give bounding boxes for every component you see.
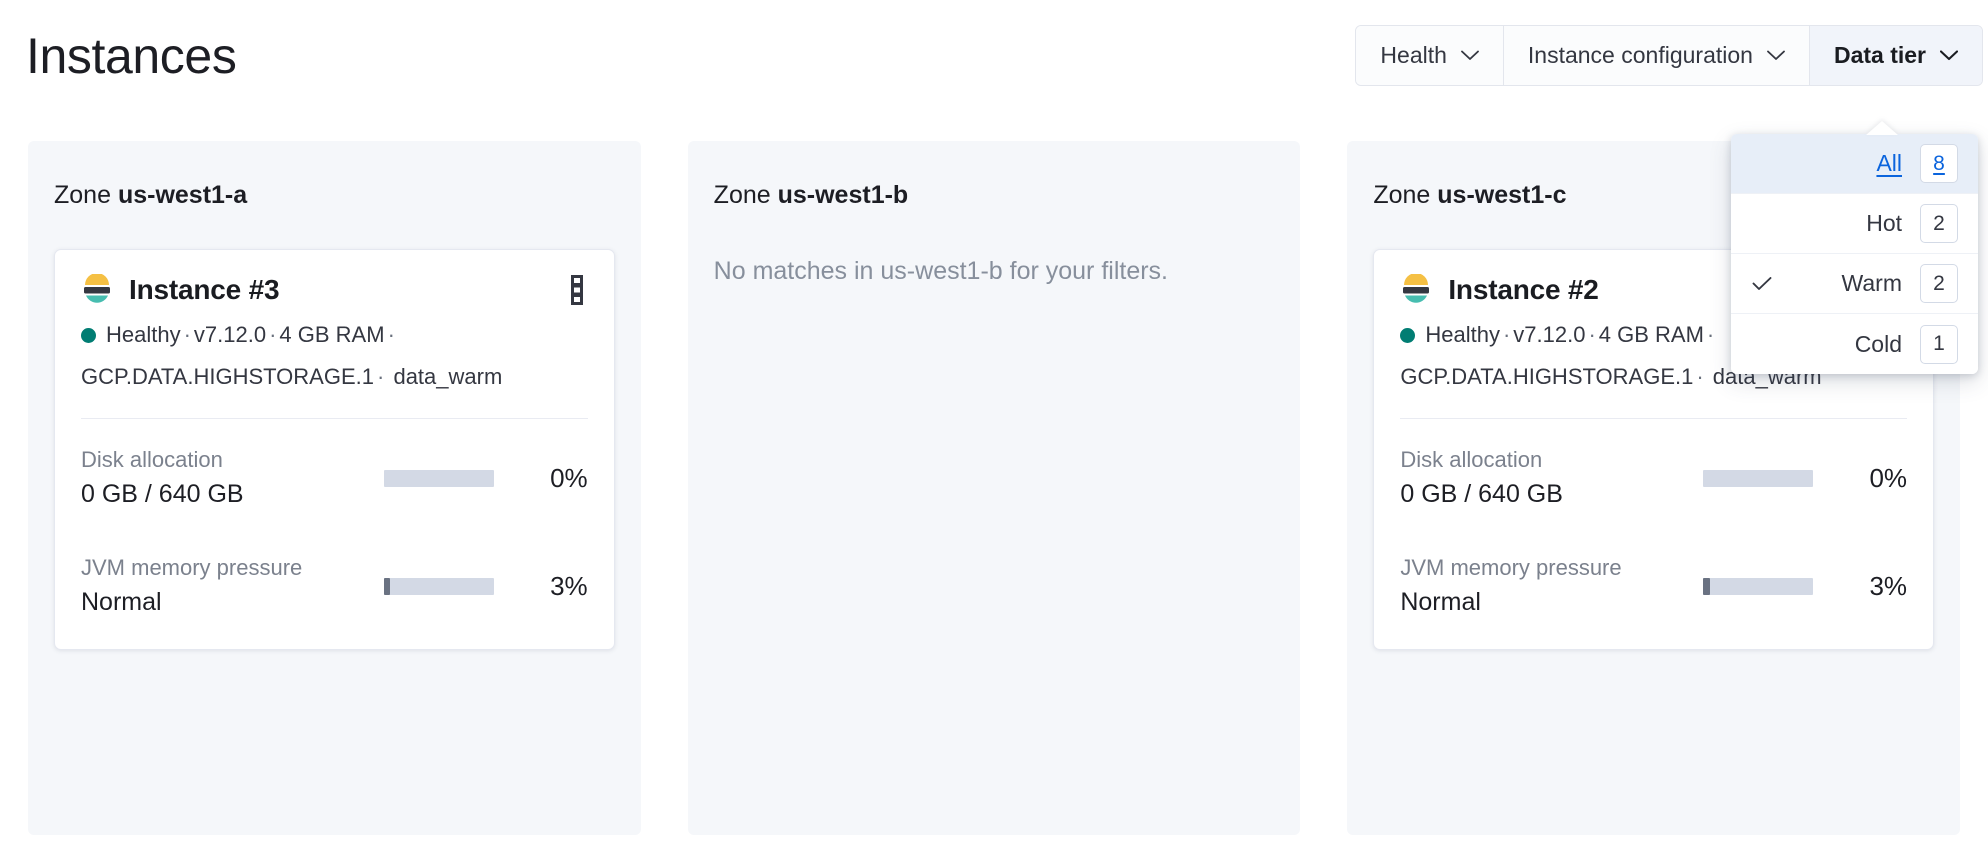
zone-name: us-west1-c bbox=[1437, 181, 1567, 209]
instance-meta: Healthy · v7.12.0 · 4 GB RAM · GCP.DATA.HIGHS… bbox=[1400, 314, 1907, 398]
metric-jvm-memory-pressure: JVM memory pressure Normal 3% bbox=[1400, 553, 1907, 619]
chevron-down-icon bbox=[1940, 50, 1958, 61]
meta-separator: · bbox=[1706, 322, 1715, 347]
metric-label: Disk allocation bbox=[81, 447, 223, 472]
zone-title: Zone us-west1-a bbox=[54, 180, 615, 210]
instance-ram: 4 GB RAM bbox=[1598, 322, 1704, 347]
popover-option-label: Hot bbox=[1866, 210, 1902, 236]
metric-value: Normal bbox=[81, 588, 162, 616]
check-icon bbox=[1747, 276, 1777, 291]
health-status-dot bbox=[81, 328, 96, 343]
boxes-vertical-icon[interactable] bbox=[566, 275, 588, 305]
data-tier-popover: All 8 Hot 2 Warm 2 Cold 1 bbox=[1731, 121, 1978, 374]
popover-option-hot[interactable]: Hot 2 bbox=[1731, 194, 1978, 254]
metric-progress-bar bbox=[383, 577, 494, 595]
instance-ram: 4 GB RAM bbox=[279, 322, 385, 347]
popover-option-count: 2 bbox=[1920, 264, 1958, 303]
instance-card-header: Instance #2 bbox=[1400, 273, 1907, 306]
metric-progress-bar bbox=[1703, 469, 1814, 487]
metric-disk-allocation: Disk allocation 0 GB / 640 GB 0% bbox=[1400, 445, 1907, 511]
instance-version: v7.12.0 bbox=[193, 322, 267, 347]
zone-title: Zone us-west1-b bbox=[714, 180, 1275, 210]
instance-card[interactable]: Instance #3 Healthy · v7.12.0 · 4 GB RAM · GC… bbox=[54, 249, 615, 650]
meta-separator: · bbox=[1502, 322, 1511, 347]
health-status-dot bbox=[1400, 328, 1416, 343]
metric-percent: 3% bbox=[1869, 570, 1908, 601]
metric-value: 0 GB / 640 GB bbox=[1400, 480, 1563, 508]
metric-label: Disk allocation bbox=[1400, 447, 1543, 472]
metric-label: JVM memory pressure bbox=[81, 555, 303, 580]
filter-data-tier-button[interactable]: Data tier bbox=[1809, 26, 1982, 85]
elasticsearch-logo-icon bbox=[81, 273, 113, 306]
metric-progress-bar bbox=[1703, 577, 1814, 595]
card-divider bbox=[81, 418, 588, 419]
popover-option-label: Warm bbox=[1841, 270, 1902, 296]
meta-separator: · bbox=[1588, 322, 1596, 347]
metric-percent: 0% bbox=[1869, 462, 1908, 493]
metric-label: JVM memory pressure bbox=[1400, 555, 1622, 580]
elasticsearch-logo-icon bbox=[1400, 273, 1432, 306]
metric-jvm-memory-pressure: JVM memory pressure Normal 3% bbox=[81, 553, 588, 619]
zone-prefix: Zone bbox=[54, 181, 111, 209]
zone-prefix: Zone bbox=[1373, 181, 1431, 209]
instance-name: Instance #3 bbox=[129, 274, 280, 305]
filter-data-tier-label: Data tier bbox=[1833, 42, 1926, 68]
meta-separator: · bbox=[183, 322, 191, 347]
popover-option-count: 8 bbox=[1920, 144, 1958, 183]
popover-option-label: Cold bbox=[1854, 330, 1902, 357]
zone-empty-message: No matches in us-west1-b for your filter… bbox=[713, 257, 1168, 285]
instance-configuration: GCP.DATA.HIGHSTORAGE.1 bbox=[1400, 364, 1694, 389]
meta-separator: · bbox=[1696, 364, 1704, 389]
page-title: Instances bbox=[26, 28, 237, 84]
popover-option-count: 2 bbox=[1920, 204, 1958, 243]
metric-value: 0 GB / 640 GB bbox=[81, 480, 244, 508]
zone-prefix: Zone bbox=[713, 181, 771, 209]
metric-percent: 0% bbox=[550, 462, 588, 493]
filter-instance-configuration-label: Instance configuration bbox=[1527, 42, 1753, 68]
popover-option-warm[interactable]: Warm 2 bbox=[1731, 254, 1978, 314]
zone-list: Zone us-west1-a Instance #3 bbox=[28, 141, 1961, 835]
filter-health-button[interactable]: Health bbox=[1356, 26, 1504, 85]
zone-title: Zone us-west1-c bbox=[1373, 180, 1934, 210]
meta-separator: · bbox=[269, 322, 277, 347]
metric-value: Normal bbox=[1400, 588, 1481, 616]
popover-option-cold[interactable]: Cold 1 bbox=[1731, 314, 1978, 374]
popover-option-count: 1 bbox=[1920, 324, 1958, 364]
zone-panel-us-west1-b: Zone us-west1-b No matches in us-west1-b… bbox=[687, 141, 1301, 835]
instance-version: v7.12.0 bbox=[1513, 322, 1586, 347]
filter-instance-configuration-button[interactable]: Instance configuration bbox=[1503, 26, 1810, 85]
instance-data-tier: data_warm bbox=[393, 364, 503, 389]
instance-meta: Healthy · v7.12.0 · 4 GB RAM · GCP.DATA.HIGHS… bbox=[81, 314, 588, 398]
instance-card-header: Instance #3 bbox=[81, 273, 588, 306]
card-divider bbox=[1400, 418, 1908, 419]
metric-progress-fill bbox=[1703, 577, 1710, 595]
popover-arrow-icon bbox=[1866, 121, 1898, 135]
health-status-label: Healthy bbox=[1425, 322, 1500, 347]
meta-separator: · bbox=[387, 322, 395, 347]
filter-health-label: Health bbox=[1380, 42, 1447, 68]
metric-disk-allocation: Disk allocation 0 GB / 640 GB 0% bbox=[81, 445, 588, 511]
chevron-down-icon bbox=[1461, 50, 1479, 61]
filter-bar: Health Instance configuration Data tier bbox=[1355, 25, 1983, 86]
metric-percent: 3% bbox=[550, 570, 588, 601]
zone-panel-us-west1-a: Zone us-west1-a Instance #3 bbox=[28, 141, 641, 835]
zone-name: us-west1-b bbox=[777, 181, 909, 209]
chevron-down-icon bbox=[1767, 50, 1785, 61]
popover-option-all[interactable]: All 8 bbox=[1731, 134, 1978, 194]
instance-name: Instance #2 bbox=[1448, 274, 1599, 305]
metric-progress-fill bbox=[383, 577, 391, 595]
instance-configuration: GCP.DATA.HIGHSTORAGE.1 bbox=[81, 364, 374, 389]
metric-progress-bar bbox=[383, 469, 494, 487]
popover-option-label: All bbox=[1876, 150, 1902, 176]
meta-separator: · bbox=[377, 364, 385, 389]
health-status-label: Healthy bbox=[106, 322, 181, 347]
zone-name: us-west1-a bbox=[117, 181, 248, 209]
